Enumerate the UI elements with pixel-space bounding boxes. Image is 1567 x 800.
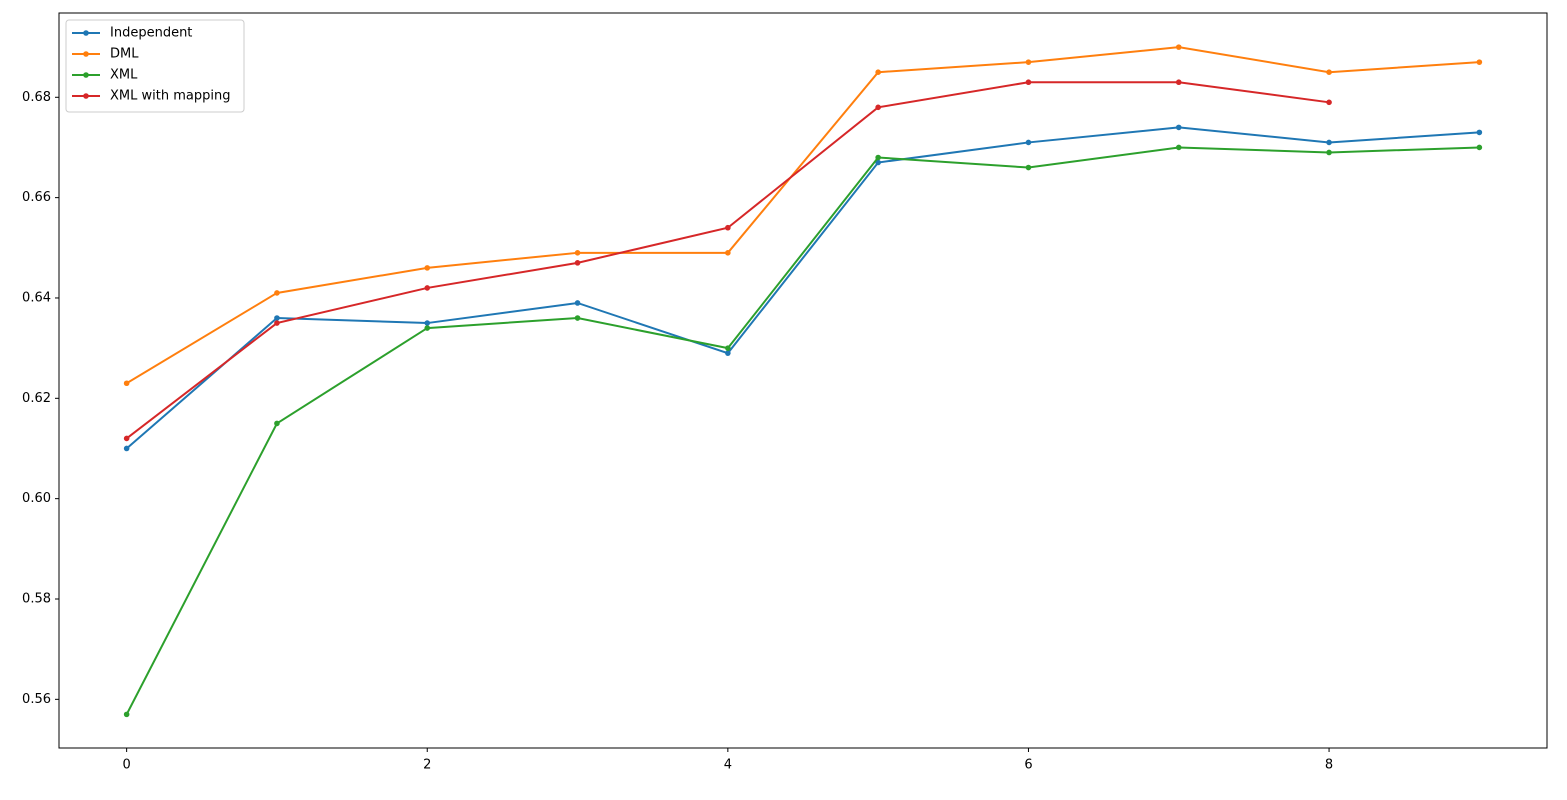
point: [875, 154, 881, 161]
point: [1476, 59, 1483, 65]
point: [274, 320, 280, 326]
legend-marker: [83, 51, 89, 57]
x-tick-label: 6: [1024, 758, 1032, 773]
point: [574, 250, 581, 256]
y-tick-label: 0.66: [22, 190, 51, 205]
point: [725, 345, 731, 351]
legend-label: XML: [110, 68, 138, 83]
point: [1175, 44, 1182, 50]
legend-marker: [83, 93, 89, 99]
legend-label: Independent: [110, 26, 192, 41]
point: [875, 104, 881, 111]
point: [123, 380, 130, 387]
point: [1025, 79, 1032, 86]
y-tick-label: 0.68: [22, 90, 51, 105]
point: [274, 315, 280, 321]
legend-marker: [83, 30, 89, 36]
point: [1476, 144, 1483, 151]
point: [1326, 139, 1332, 146]
point: [123, 445, 130, 452]
point: [123, 711, 130, 718]
x-tick-label: 8: [1325, 758, 1333, 773]
series-line: [125, 126, 1480, 450]
point: [725, 224, 731, 231]
point: [1326, 99, 1332, 106]
point: [1326, 149, 1332, 156]
point: [875, 69, 881, 76]
point: [424, 325, 431, 331]
point: [274, 290, 280, 296]
point: [274, 420, 280, 427]
x-tick-label: 0: [122, 758, 130, 773]
legend-box: [65, 19, 245, 113]
x-tick-label: 4: [724, 758, 732, 773]
point: [1175, 79, 1182, 86]
point: [875, 159, 881, 166]
point: [574, 315, 581, 321]
plot-frame: [58, 12, 1548, 749]
legend-marker: [83, 72, 89, 78]
point: [424, 265, 431, 271]
point: [1175, 144, 1182, 151]
y-tick-label: 0.62: [22, 391, 51, 406]
legend: Independent DML XML XML with mapping: [65, 19, 245, 113]
point: [1326, 69, 1332, 76]
point: [424, 285, 431, 291]
series-line: [126, 46, 1480, 385]
point: [574, 260, 581, 266]
y-tick-label: 0.58: [22, 591, 51, 606]
point: [725, 350, 731, 356]
point: [1025, 164, 1032, 171]
point: [123, 435, 130, 442]
point: [574, 300, 581, 306]
y-tick-label: 0.56: [22, 692, 51, 707]
point: [725, 250, 731, 256]
legend-label: XML with mapping: [110, 89, 230, 104]
point: [1175, 124, 1182, 131]
legend-label: DML: [110, 47, 139, 62]
y-tick-label: 0.60: [22, 491, 51, 506]
point: [424, 320, 431, 326]
y-tick-label: 0.64: [22, 290, 51, 305]
x-tick-label: 2: [423, 758, 431, 773]
point: [1025, 139, 1032, 146]
series-line: [126, 81, 1330, 440]
point: [1476, 129, 1483, 136]
point: [1025, 59, 1032, 65]
series-line: [125, 146, 1480, 715]
